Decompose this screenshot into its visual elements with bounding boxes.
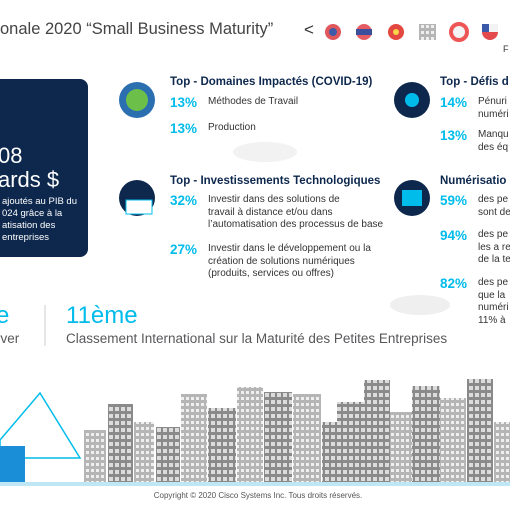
item-text: numéri	[478, 302, 509, 313]
item-percent: 13%	[170, 95, 198, 110]
stat-label: rver	[0, 331, 20, 346]
item-text: Manqu	[478, 129, 509, 140]
item-text: les a re	[478, 241, 510, 253]
building	[337, 402, 365, 482]
item-text: des pe	[478, 194, 509, 205]
stat-value: 11ème	[66, 302, 138, 329]
section-title: Numérisatio	[440, 175, 507, 187]
item-text: des pe	[478, 229, 509, 240]
flag[interactable]	[419, 24, 436, 40]
building	[237, 387, 263, 482]
item-percent: 32%	[170, 193, 198, 208]
building	[364, 380, 390, 482]
card-icon: $	[2, 103, 13, 124]
card-unit: ards $	[0, 167, 60, 192]
section-icons	[119, 82, 430, 216]
card-line: ajoutés au PIB du	[2, 196, 77, 207]
stat-card	[0, 79, 88, 257]
building	[412, 386, 440, 482]
card-amount: 08	[0, 143, 23, 168]
flag-part	[482, 24, 498, 32]
building-blue	[0, 446, 25, 483]
item-percent: 27%	[170, 242, 198, 257]
flag-part	[329, 28, 337, 36]
card-line: entreprises	[2, 232, 49, 243]
flag-part	[482, 24, 489, 32]
cloud	[233, 142, 297, 162]
building	[467, 379, 493, 482]
item-text: Investir dans le développement ou la	[208, 243, 371, 254]
item-percent: 59%	[440, 193, 468, 208]
building	[84, 430, 106, 482]
section-title: Top - Défis d	[440, 76, 509, 88]
flag[interactable]	[449, 22, 469, 42]
nav-prev[interactable]: <	[304, 20, 314, 39]
item-text: de la te	[478, 254, 510, 265]
section-title: Top - Investissements Technologiques	[170, 175, 381, 187]
building	[156, 427, 180, 482]
corner-text: F	[503, 44, 509, 54]
item-text: numéri	[478, 108, 509, 120]
item-text: création de solutions numériques	[208, 255, 355, 267]
building	[208, 408, 236, 482]
ground	[0, 482, 510, 486]
item-percent: 82%	[440, 276, 468, 291]
item-text: que la	[478, 289, 506, 301]
stat-value: e	[0, 302, 10, 329]
cloud	[390, 295, 450, 315]
item-text: 11% à	[478, 314, 506, 326]
building	[108, 404, 133, 482]
item-percent: 13%	[440, 128, 468, 143]
item-text: Investir dans des solutions de	[208, 194, 340, 205]
flag-part	[393, 29, 399, 35]
flags	[325, 22, 498, 42]
item-text: l’automatisation des processus de base	[208, 219, 384, 230]
item-text: des éq	[478, 141, 509, 153]
item-text: travail à distance et/ou dans	[208, 206, 333, 218]
item-percent: 13%	[170, 121, 198, 136]
item-text: Pénuri	[478, 96, 507, 107]
stat-label: Classement International sur la Maturité…	[66, 331, 448, 346]
skyline	[84, 379, 510, 482]
flag-part	[356, 29, 372, 35]
footer: Copyright © 2020 Cisco Systems Inc. Tous…	[153, 491, 363, 500]
card-line: atisation des	[2, 220, 56, 231]
item-text: sont de	[478, 206, 510, 218]
header-title: onale 2020 “Small Business Maturity”	[0, 20, 274, 38]
pyramid	[0, 391, 82, 459]
building	[440, 398, 466, 482]
card-line: 024 grâce à la	[2, 208, 63, 219]
building	[494, 422, 510, 482]
item-text: des pe	[478, 277, 509, 288]
item-text: Production	[208, 122, 256, 133]
building	[181, 394, 207, 482]
building	[390, 412, 412, 482]
item-percent: 14%	[440, 95, 468, 110]
building	[264, 392, 292, 482]
building	[134, 422, 154, 482]
section-title: Top - Domaines Impactés (COVID-19)	[170, 76, 373, 88]
item-percent: 94%	[440, 228, 468, 243]
building	[293, 394, 321, 482]
item-text: Méthodes de Travail	[208, 96, 299, 107]
item-text: (produits, services ou offres)	[208, 268, 334, 279]
